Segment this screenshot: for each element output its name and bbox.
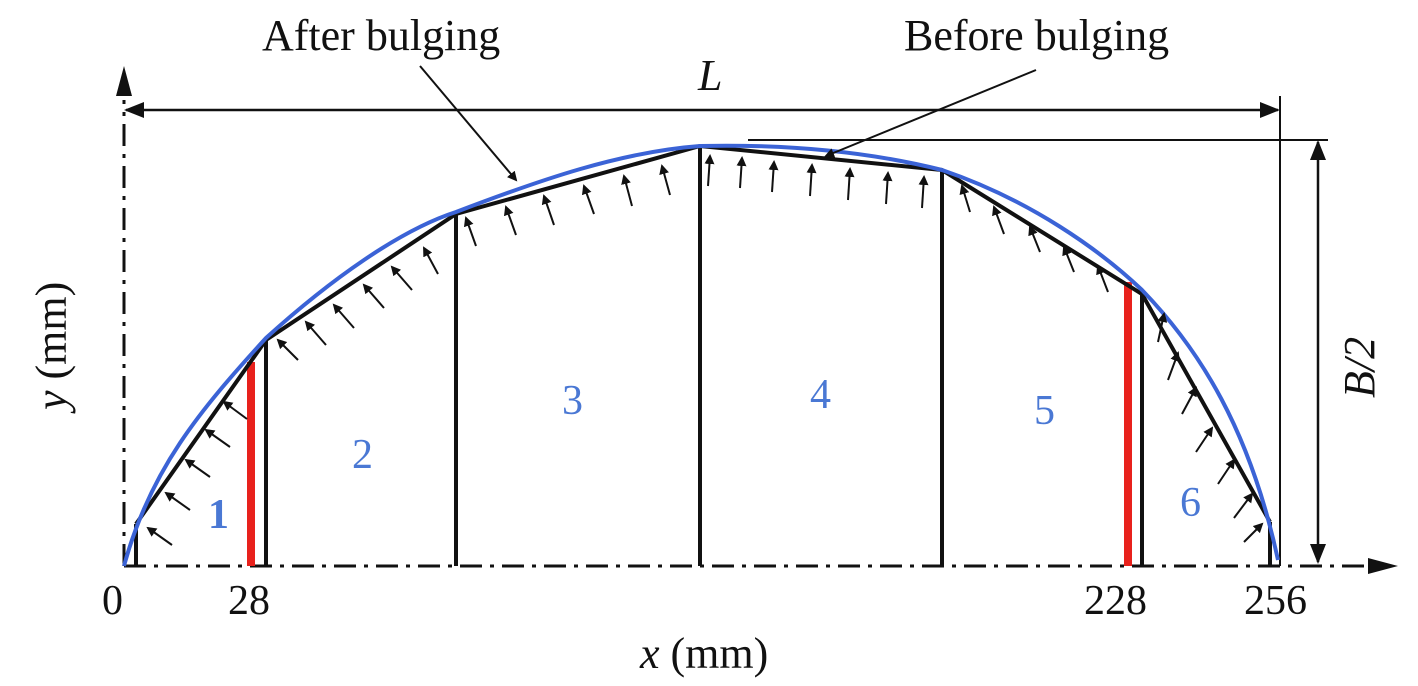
region-label-3: 3 [562,378,583,424]
region-label-6: 6 [1180,480,1201,526]
length-label: L [697,51,722,100]
x-axis-label: x (mm) [639,629,768,678]
region-label-4: 4 [810,372,831,418]
svg-text:y (mm): y (mm) [27,282,76,414]
x-tick-228: 228 [1084,578,1147,624]
region-label-1: 1 [208,492,229,538]
x-axis-arrowhead [1368,558,1398,574]
segment-dividers [134,146,1272,566]
x-tick-0: 0 [102,578,123,624]
before-bulging-polyline [134,143,1272,526]
after-bulging-label: After bulging [262,11,500,60]
region-label-2: 2 [352,432,373,478]
y-axis-label: y (mm) [27,282,76,414]
y-axis-arrowhead [116,66,132,96]
before-bulging-label: Before bulging [904,11,1169,60]
x-tick-28: 28 [228,578,270,624]
pressure-arrows [146,154,1264,546]
x-tick-256: 256 [1244,578,1307,624]
half-width-label: B/2 [1335,337,1384,398]
after-bulging-curve [122,143,1280,567]
after-bulging-leader [419,65,518,182]
before-bulging-leader [824,69,1037,158]
region-label-5: 5 [1034,388,1055,434]
